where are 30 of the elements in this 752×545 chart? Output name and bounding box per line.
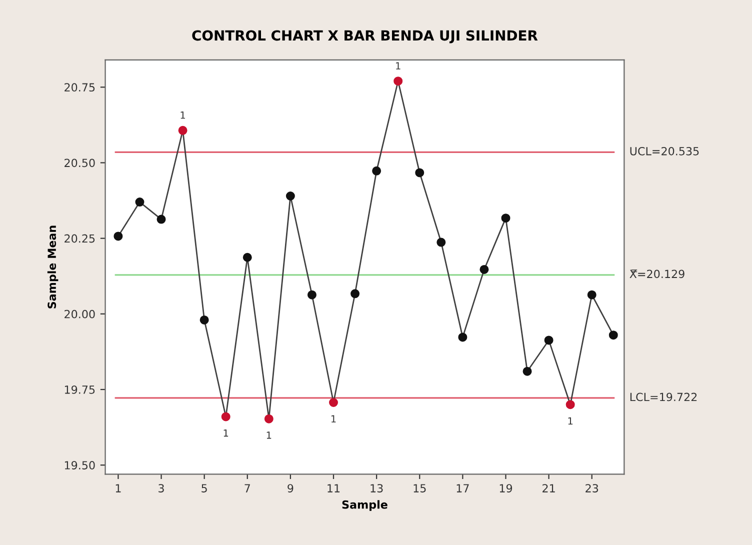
x-tick-label: 9 xyxy=(288,484,294,492)
annotation: 1 xyxy=(396,62,400,70)
chart-title: CONTROL CHART X BAR BENDA UJI SILINDER xyxy=(192,30,538,44)
x-tick-label: 1 xyxy=(116,484,121,492)
ref-line-label: LCL=19.722 xyxy=(630,392,697,402)
x-tick-label: 3 xyxy=(158,484,164,492)
x-axis-title: Sample xyxy=(342,500,388,511)
annotation: 1 xyxy=(568,417,573,424)
x-tick-label: 11 xyxy=(328,484,340,492)
x-tick-label: 19 xyxy=(500,484,512,492)
x-tick-label: 7 xyxy=(244,484,250,492)
y-axis-title: Sample Mean xyxy=(47,226,58,308)
x-tick-label: 23 xyxy=(586,484,598,492)
annotation: 1 xyxy=(180,112,185,119)
x-tick-label: 15 xyxy=(414,484,426,492)
ref-line-label: X̿=20.129 xyxy=(630,270,684,278)
x-tick-label: 17 xyxy=(456,484,469,492)
annotation: 1 xyxy=(266,432,272,439)
y-tick-label: 19.50 xyxy=(64,461,95,470)
y-tick-label: 20.00 xyxy=(64,310,95,318)
x-tick-label: 13 xyxy=(370,484,383,492)
ref-line-label: UCL=20.535 xyxy=(630,146,699,156)
annotation: 1 xyxy=(331,415,336,422)
x-tick-label: 21 xyxy=(542,484,555,492)
y-tick-label: 20.75 xyxy=(64,83,95,92)
y-tick-label: 20.50 xyxy=(64,158,95,168)
y-tick-label: 20.25 xyxy=(64,234,95,243)
x-tick-label: 5 xyxy=(202,484,207,492)
y-tick-label: 19.75 xyxy=(64,385,95,394)
annotation: 1 xyxy=(224,430,228,437)
